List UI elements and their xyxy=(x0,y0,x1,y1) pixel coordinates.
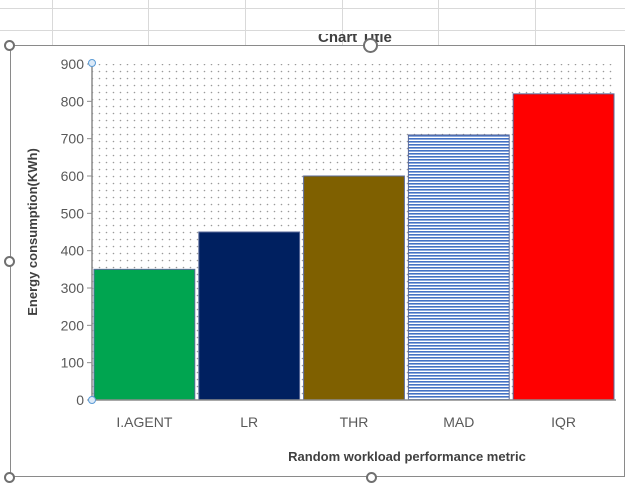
y-tick-label: 200 xyxy=(61,317,85,333)
resize-handle-left-middle[interactable] xyxy=(4,256,15,267)
y-tick-label: 800 xyxy=(61,93,85,109)
bar-mad[interactable] xyxy=(407,134,510,401)
y-tick-label: 300 xyxy=(61,280,85,296)
y-tick-label: 400 xyxy=(61,243,85,259)
x-tick-label: LR xyxy=(240,414,258,430)
resize-handle-top-left[interactable] xyxy=(4,40,15,51)
chart-title[interactable]: Chart Title xyxy=(318,34,392,46)
y-tick-label: 0 xyxy=(76,392,84,408)
y-tick-label: 600 xyxy=(61,168,85,184)
y-tick-label: 100 xyxy=(61,355,85,371)
plot-area-handle-top-left[interactable] xyxy=(88,59,96,67)
resize-handle-bottom-middle[interactable] xyxy=(366,472,377,483)
y-tick-label: 900 xyxy=(61,56,85,72)
y-tick-label: 500 xyxy=(61,205,85,221)
bar-thr[interactable] xyxy=(303,175,405,401)
x-tick-label: THR xyxy=(340,414,369,430)
bar-lr[interactable] xyxy=(198,231,301,401)
x-tick-label: MAD xyxy=(443,414,474,430)
plot-area-handle-bottom-left[interactable] xyxy=(88,396,96,404)
bar-i-agent[interactable] xyxy=(93,268,196,401)
x-axis-title: Random workload performance metric xyxy=(288,449,526,464)
resize-handle-bottom-left[interactable] xyxy=(4,472,15,483)
y-axis-title: Energy consumption(KWh) xyxy=(25,148,40,316)
rotate-handle[interactable] xyxy=(363,38,378,53)
y-tick-label: 700 xyxy=(61,131,85,147)
bar-iqr[interactable] xyxy=(512,93,615,401)
x-tick-label: I.AGENT xyxy=(116,414,172,430)
x-tick-label: IQR xyxy=(551,414,576,430)
